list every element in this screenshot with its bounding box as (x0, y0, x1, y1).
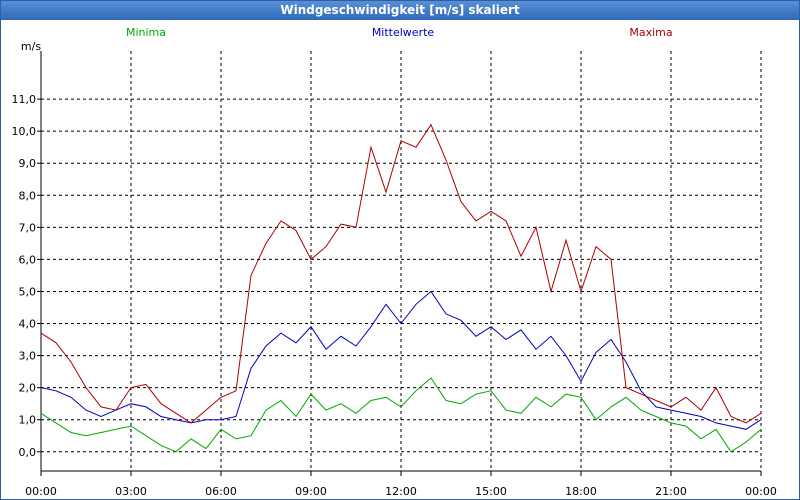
x-tick-time: 18:00 (565, 485, 597, 498)
x-tick-time: 06:00 (205, 485, 237, 498)
y-tick-label: 6,0 (19, 253, 37, 266)
y-tick-label: 7,0 (19, 221, 37, 234)
y-axis-unit: m/s (21, 40, 41, 53)
y-tick-label: 3,0 (19, 350, 37, 363)
y-tick-label: 11,0 (12, 93, 37, 106)
y-tick-label: 5,0 (19, 285, 37, 298)
x-tick-time: 21:00 (655, 485, 687, 498)
y-tick-label: 0,0 (19, 446, 37, 459)
legend-minima: Minima (126, 26, 166, 39)
x-tick-time: 15:00 (475, 485, 507, 498)
x-tick-time: 00:00 (25, 485, 57, 498)
legend-maxima: Maxima (629, 26, 672, 39)
y-tick-label: 4,0 (19, 318, 37, 331)
grid (41, 51, 762, 471)
y-tick-label: 9,0 (19, 157, 37, 170)
axes: 0,0 1,0 2,0 3,0 4,0 5,0 6,0 7,0 8,0 9,0 10,0 11,0 00… (12, 51, 777, 498)
x-tick-time: 03:00 (115, 485, 147, 498)
x-tick-time: 09:00 (295, 485, 327, 498)
series (40, 123, 762, 453)
x-tick-time: 12:00 (385, 485, 417, 498)
legend-mittelwerte: Mittelwerte (372, 26, 435, 39)
series-line-minima (40, 377, 762, 453)
x-tick-time: 00:00 (745, 485, 777, 498)
window-title: Windgeschwindigkeit [m/s] skaliert (1, 1, 799, 20)
y-tick-label: 10,0 (12, 125, 37, 138)
legend: Minima Mittelwerte Maxima (126, 26, 673, 39)
y-tick-label: 8,0 (19, 189, 37, 202)
y-tick-label: 2,0 (19, 382, 37, 395)
y-tick-label: 1,0 (19, 414, 37, 427)
chart-canvas: Minima Mittelwerte Maxima m/s 0,0 1,0 2,0 3… (12, 26, 777, 498)
series-line-mittelwerte (40, 290, 762, 430)
series-line-maxima (40, 123, 762, 424)
